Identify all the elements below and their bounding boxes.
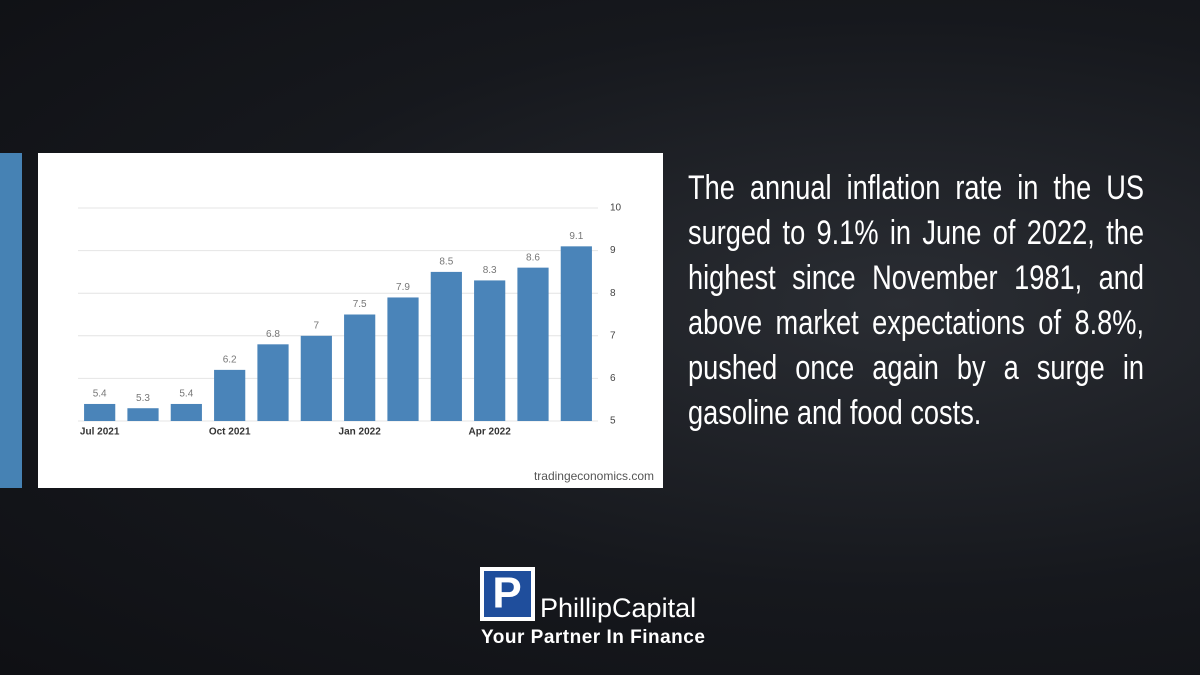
bar — [344, 314, 376, 421]
value-label: 8.5 — [439, 257, 453, 268]
bar — [257, 344, 289, 421]
x-tick-label: Jul 2021 — [80, 427, 120, 438]
value-label: 6.8 — [266, 329, 280, 340]
source: tradingeconomics.com — [534, 469, 654, 483]
bar — [430, 271, 462, 421]
logo-name: PhillipCapital — [540, 593, 696, 623]
accent-bar — [0, 153, 22, 488]
x-tick-label: Jan 2022 — [339, 427, 382, 438]
value-label: 8.3 — [483, 265, 497, 276]
bar — [560, 246, 592, 421]
bar — [474, 280, 506, 421]
y-tick-label: 9 — [610, 245, 616, 256]
value-label: 8.6 — [526, 252, 540, 263]
bar — [84, 403, 116, 421]
y-tick-label: 10 — [610, 203, 622, 214]
y-tick-label: 8 — [610, 288, 616, 299]
logo-tagline: Your Partner In Finance — [481, 627, 705, 648]
body-text: The annual inflation rate in the US surg… — [688, 169, 1144, 432]
logo-mark: P — [492, 569, 521, 618]
chart: 5 6 7 8 9 10 Jul 2021 5.4 5.3 5.4 Oct 2021 6.2 6.8 7 J… — [78, 203, 622, 438]
value-label: 5.4 — [93, 389, 107, 400]
value-label: 5.4 — [179, 389, 193, 400]
x-tick-label: Apr 2022 — [469, 427, 512, 438]
bar — [300, 335, 332, 421]
bar — [170, 403, 202, 421]
value-label: 7.9 — [396, 282, 410, 293]
value-label: 7.5 — [353, 299, 367, 310]
value-label: 5.3 — [136, 393, 150, 404]
y-tick-label: 6 — [610, 373, 616, 384]
logo-inner — [484, 571, 531, 617]
bar — [387, 297, 419, 421]
y-tick-label: 5 — [610, 416, 616, 427]
bar — [517, 267, 549, 421]
bar — [127, 408, 159, 421]
value-label: 7 — [314, 320, 320, 331]
value-label: 6.2 — [223, 355, 237, 366]
x-tick-label: Oct 2021 — [209, 427, 251, 438]
y-tick-label: 7 — [610, 330, 616, 341]
bar — [214, 369, 246, 421]
value-label: 9.1 — [569, 231, 583, 242]
